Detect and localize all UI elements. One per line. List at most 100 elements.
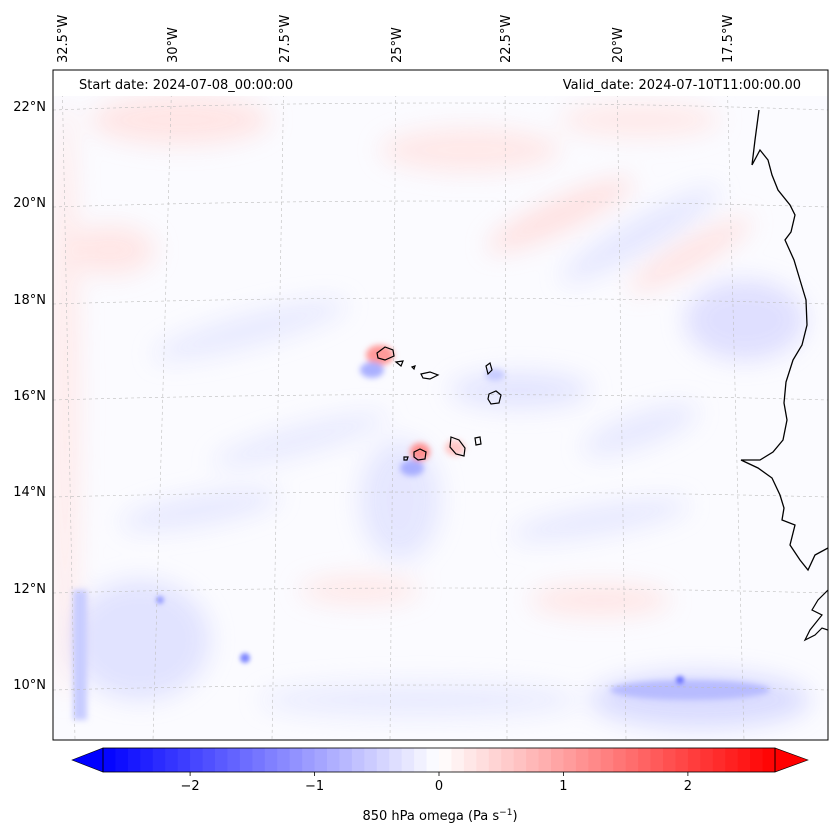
colorbar-cell — [588, 748, 602, 772]
colorbar-cell — [762, 748, 776, 772]
colorbar-cell — [215, 748, 228, 772]
colorbar-cell — [737, 748, 751, 772]
colorbar-cell — [177, 748, 191, 772]
colorbar-cell — [401, 748, 415, 772]
boa-vista-island — [487, 390, 502, 405]
lat-label: 16°N — [13, 389, 46, 404]
colorbar-cell — [327, 748, 340, 772]
lat-label: 18°N — [13, 293, 46, 308]
cape-verde-islands — [376, 346, 502, 461]
colorbar-cell — [202, 748, 216, 772]
colorbar-cell — [551, 748, 564, 772]
map-frame — [52, 69, 829, 741]
colorbar-cell — [463, 748, 477, 772]
colorbar-cell — [700, 748, 714, 772]
santiago-island — [449, 436, 466, 457]
colorbar-ticks: −2 −1 0 1 2 — [181, 772, 692, 794]
colorbar-cell — [439, 748, 452, 772]
colorbar-cell — [451, 748, 465, 772]
colorbar-cell — [351, 748, 365, 772]
colorbar-cell — [600, 748, 614, 772]
valid-date-label: Valid_date: 2024-07-10T11:00:00.00 — [558, 77, 805, 94]
lon-label: 25°W — [390, 27, 405, 63]
colorbar-cell — [264, 748, 278, 772]
colorbar-cell — [513, 748, 527, 772]
lon-labels: 32.5°W 30°W 27.5°W 25°W 22.5°W 20°W 17.5… — [56, 15, 736, 63]
lat-label: 20°N — [13, 196, 46, 211]
colorbar-cell — [526, 748, 540, 772]
colorbar-cell — [538, 748, 552, 772]
colorbar-cell — [389, 748, 403, 772]
colorbar-cell — [165, 748, 179, 772]
colorbar-tick-label: −2 — [181, 779, 200, 794]
santa-luzia-island — [410, 365, 416, 371]
lon-label: 27.5°W — [278, 15, 293, 63]
lat-label: 12°N — [13, 582, 46, 597]
lat-label: 14°N — [13, 485, 46, 500]
colorbar-cell — [638, 748, 652, 772]
colorbar-cell — [277, 748, 291, 772]
colorbar-cell — [190, 748, 204, 772]
maio-island — [474, 436, 482, 446]
colorbar-cell — [725, 748, 739, 772]
sal-island — [485, 361, 493, 376]
colorbar-cell — [575, 748, 589, 772]
brava-island — [403, 456, 409, 461]
colorbar-cell — [339, 748, 353, 772]
colorbar-cell — [476, 748, 490, 772]
colorbar-cell — [687, 748, 701, 772]
colorbar-tick-label: 1 — [559, 779, 567, 794]
colorbar-cell — [127, 748, 141, 772]
colorbar-cell — [613, 748, 627, 772]
lon-label: 17.5°W — [721, 15, 736, 63]
colorbar-cell — [227, 748, 241, 772]
colorbar-label: 850 hPa omega (Pa s−1) — [362, 808, 517, 824]
colorbar-cell — [376, 748, 390, 772]
graticule — [53, 70, 828, 740]
colorbar-cell — [712, 748, 726, 772]
colorbar-cell — [414, 748, 428, 772]
colorbar-cell — [625, 748, 639, 772]
omega-field — [53, 70, 828, 740]
colorbar: −2 −1 0 1 2 850 hPa omega (Pa s−1) — [71, 747, 809, 824]
colorbar-cell — [115, 748, 129, 772]
colorbar-extend-max — [774, 747, 809, 773]
colorbar-cell — [501, 748, 515, 772]
lon-label: 20°W — [611, 27, 626, 63]
colorbar-cell — [302, 748, 316, 772]
lon-label: 22.5°W — [499, 15, 514, 63]
colorbar-cell — [152, 748, 166, 772]
colorbar-cell — [650, 748, 664, 772]
start-date-label: Start date: 2024-07-08_00:00:00 — [75, 77, 298, 94]
colorbar-tick-label: −1 — [305, 779, 324, 794]
colorbar-cell — [314, 748, 328, 772]
colorbar-cell — [426, 748, 440, 772]
colorbar-extend-min — [71, 747, 104, 773]
colorbar-cell — [675, 748, 689, 772]
lat-label: 22°N — [13, 100, 46, 115]
lon-label: 32.5°W — [56, 15, 71, 63]
colorbar-tick-label: 0 — [435, 779, 443, 794]
lat-labels: 22°N 20°N 18°N 16°N 14°N 12°N 10°N — [13, 100, 46, 693]
sao-vicente-island — [394, 360, 404, 367]
colorbar-cell — [103, 748, 116, 772]
colorbar-cell — [140, 748, 154, 772]
colorbar-cell — [663, 748, 676, 772]
colorbar-cell — [488, 748, 502, 772]
africa-coastline — [740, 109, 828, 572]
sao-nicolau-island — [420, 371, 440, 380]
colorbar-cell — [563, 748, 577, 772]
colorbar-cell — [289, 748, 303, 772]
colorbar-cell — [364, 748, 378, 772]
lat-label: 10°N — [13, 678, 46, 693]
colorbar-cell — [239, 748, 253, 772]
guinea-coast — [803, 589, 828, 642]
colorbar-cells — [103, 748, 776, 772]
fogo-island — [413, 448, 427, 461]
colorbar-cell — [750, 748, 764, 772]
colorbar-tick-label: 2 — [684, 779, 692, 794]
santo-antao-island — [376, 346, 395, 361]
lon-label: 30°W — [166, 27, 181, 63]
colorbar-cell — [252, 748, 266, 772]
